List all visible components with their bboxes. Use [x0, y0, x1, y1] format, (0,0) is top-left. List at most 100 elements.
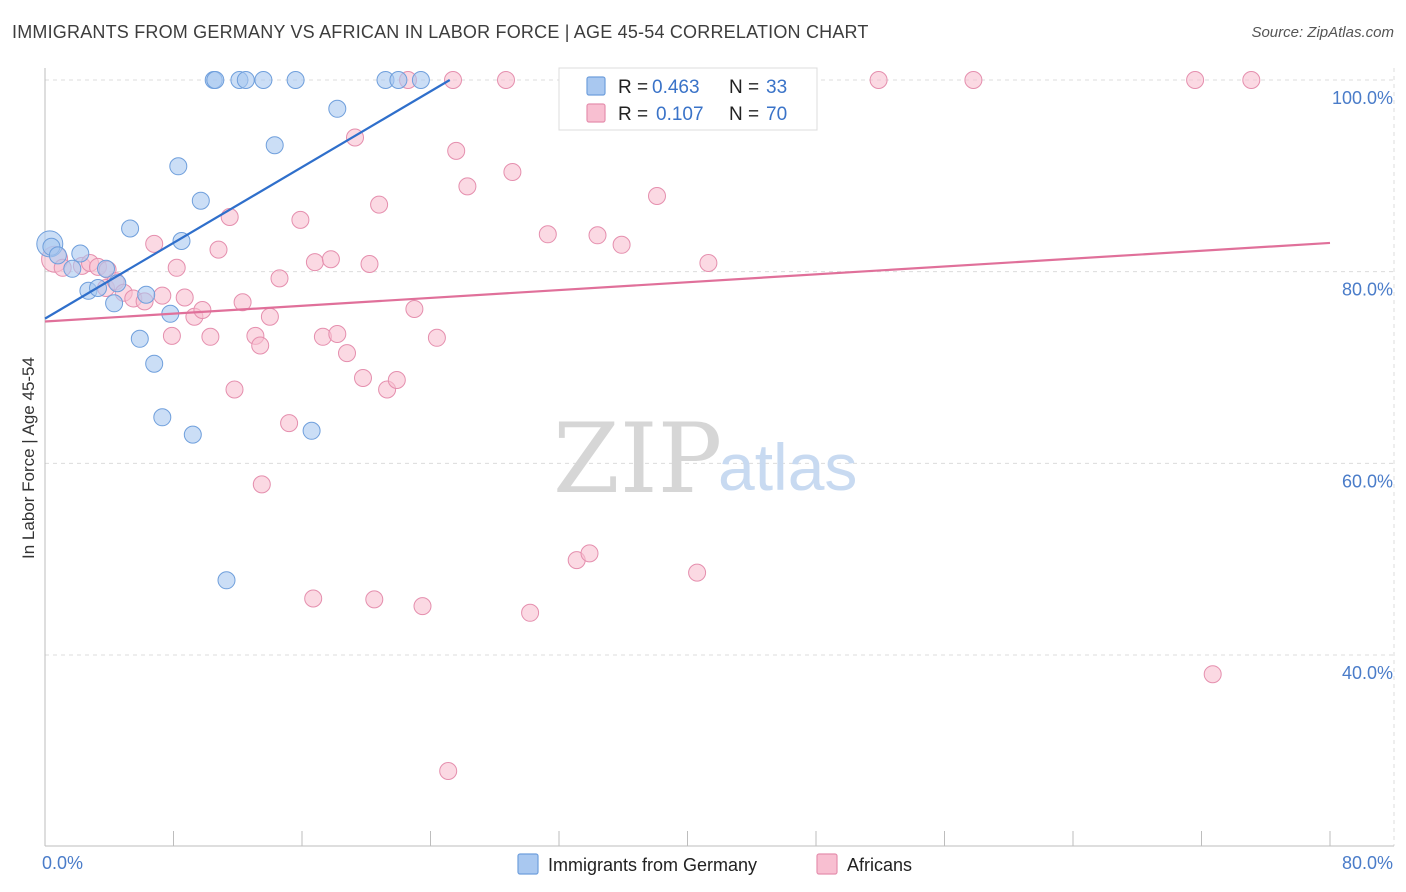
point-african-18 [201, 327, 220, 346]
point-african-53 [612, 235, 631, 254]
stats-swatch-germany [586, 76, 606, 96]
point-african-62 [1186, 71, 1205, 89]
point-african-21 [225, 380, 244, 399]
point-african-24 [251, 336, 270, 355]
point-african-41 [413, 597, 432, 616]
point-african-11 [145, 234, 164, 253]
point-african-67 [365, 590, 384, 609]
bottom-legend: Immigrants from Germany Africans [517, 853, 912, 875]
x-tick-label-80: 80.0% [1342, 853, 1393, 873]
stats-n-label-africans: N = [729, 104, 759, 125]
point-germany-31 [389, 71, 408, 89]
point-african-48 [521, 603, 540, 622]
point-african-35 [354, 369, 372, 387]
point-germany-11 [130, 329, 149, 348]
y-tick-label-80: 80.0% [1342, 280, 1393, 300]
stats-r-value-africans: 0.107 [656, 104, 704, 125]
x-tick-labels: 0.0% 80.0% [42, 853, 1393, 873]
point-african-47 [503, 163, 522, 181]
point-african-49 [538, 225, 557, 244]
stats-n-label-germany: N = [729, 77, 759, 98]
axes-layer [44, 68, 1394, 847]
point-germany-22 [217, 571, 236, 590]
stats-n-value-germany: 33 [766, 77, 787, 98]
y-tick-label-60: 60.0% [1342, 471, 1393, 491]
trend-layer [44, 79, 1331, 323]
points-layer [36, 71, 1261, 780]
stats-swatch-africans [586, 103, 606, 123]
point-germany-28 [302, 421, 321, 440]
stats-r-label-germany: R = [618, 77, 648, 98]
y-tick-labels: 40.0% 60.0% 80.0% 100.0% [1332, 88, 1393, 683]
point-african-32 [328, 325, 347, 343]
point-african-19 [209, 240, 228, 259]
point-germany-18 [183, 425, 202, 444]
point-germany-10 [121, 219, 140, 238]
point-african-68 [439, 762, 458, 780]
point-germany-25 [254, 71, 273, 89]
point-african-38 [387, 371, 406, 389]
point-african-63 [1203, 665, 1222, 684]
point-germany-24 [236, 71, 255, 89]
point-germany-14 [153, 408, 172, 427]
point-germany-26 [265, 136, 284, 155]
legend-swatch-germany [517, 853, 539, 875]
point-african-66 [304, 589, 323, 608]
stats-legend: R = 0.463 N = 33 R = 0.107 N = 70 [558, 67, 818, 131]
legend-swatch-africans [816, 853, 838, 875]
point-african-64 [1242, 71, 1261, 89]
point-african-36 [370, 195, 389, 214]
watermark: ZIP atlas [553, 403, 857, 515]
point-germany-27 [286, 71, 305, 89]
point-african-28 [291, 210, 310, 229]
point-african-12 [153, 286, 172, 305]
point-african-20 [220, 208, 239, 226]
point-germany-16 [169, 157, 188, 176]
point-african-29 [305, 253, 324, 272]
point-african-61 [964, 71, 983, 89]
watermark-atlas: atlas [718, 430, 857, 504]
x-tick-label-0: 0.0% [42, 853, 83, 873]
point-african-65 [252, 475, 271, 494]
chart-title: IMMIGRANTS FROM GERMANY VS AFRICAN IN LA… [12, 22, 869, 42]
point-african-40 [405, 300, 424, 318]
legend-label-germany: Immigrants from Germany [548, 855, 757, 875]
trendline-african [44, 241, 1331, 323]
stats-r-label-africans: R = [618, 104, 648, 125]
legend-label-africans: Africans [847, 855, 912, 875]
point-african-52 [588, 226, 607, 245]
point-germany-3 [63, 259, 82, 278]
point-african-57 [699, 254, 718, 272]
point-african-31 [321, 250, 340, 269]
point-african-46 [497, 71, 515, 89]
point-germany-7 [97, 259, 115, 278]
point-african-33 [338, 344, 356, 363]
point-germany-13 [145, 354, 164, 373]
point-germany-4 [71, 244, 90, 263]
stats-n-value-africans: 70 [766, 104, 787, 125]
y-tick-label-40: 40.0% [1342, 663, 1393, 683]
point-african-56 [688, 563, 707, 582]
point-african-60 [869, 71, 888, 89]
point-african-17 [193, 301, 212, 319]
stats-r-value-germany: 0.463 [652, 77, 700, 98]
point-germany-2 [48, 246, 67, 265]
point-germany-19 [191, 191, 210, 210]
point-african-43 [444, 71, 462, 89]
point-germany-32 [411, 71, 430, 89]
y-axis-label: In Labor Force | Age 45-54 [19, 357, 38, 559]
point-african-25 [260, 307, 279, 326]
point-african-13 [162, 326, 181, 345]
trendline-germany [44, 79, 451, 320]
point-african-14 [167, 258, 186, 277]
chart-source: Source: ZipAtlas.com [1251, 24, 1394, 41]
point-germany-8 [105, 294, 124, 313]
point-african-55 [648, 187, 666, 205]
point-african-42 [427, 328, 446, 347]
point-african-45 [458, 177, 477, 196]
point-germany-21 [206, 71, 225, 89]
point-germany-29 [328, 99, 347, 118]
point-african-44 [447, 141, 466, 160]
point-germany-12 [137, 285, 156, 304]
